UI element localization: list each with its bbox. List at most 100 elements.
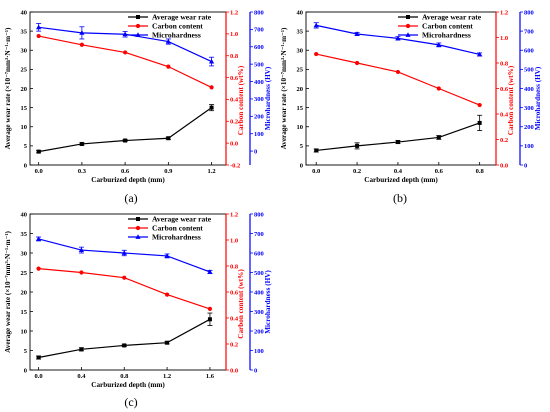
carbon-tick-label: 0.2 (500, 137, 508, 144)
y-tick-label: 10 (21, 124, 28, 131)
chart-panel-a: 0.0 0.3 0.6 0.9 1.2 Carburized depth (mm) 0 5 10… (4, 9, 272, 205)
wear-data-point (122, 343, 127, 348)
y-tick-label: 25 (21, 270, 28, 277)
x-tick-label: 0.4 (394, 168, 403, 175)
carbon-tick-label: 0.0 (230, 367, 238, 374)
chart-panel-c: 0.0 0.4 0.8 1.2 1.6 Carburized depth (mm) 0 5 10… (4, 211, 272, 409)
legend-entry-wear: Average wear rate (422, 13, 482, 22)
y-tick-label: 40 (297, 9, 304, 16)
x-tick-label: 0.4 (77, 373, 86, 380)
y-tick-label: 0 (24, 367, 27, 374)
y-tick-label: 25 (21, 67, 28, 74)
hardness-tick-label: 200 (254, 114, 264, 121)
x-tick-label: 0.6 (121, 168, 130, 175)
x-tick-label: 0.6 (435, 168, 444, 175)
legend-marker-wear (136, 15, 140, 19)
carbon-tick-label: 0.8 (230, 53, 239, 60)
x-tick-label: 0.8 (476, 168, 485, 175)
hardness-tick-label: 600 (254, 44, 264, 51)
legend-marker-wear (406, 15, 410, 19)
hardness-data-point (313, 22, 319, 28)
carbon-data-point (314, 51, 319, 57)
carbon-tick-label: 0.6 (230, 75, 239, 82)
hardness-axis-label: Microhardness (HV) (264, 66, 272, 130)
x-axis-label: Carburized depth (mm) (91, 176, 165, 184)
hardness-tick-label: 500 (254, 270, 264, 277)
carbon-data-point (79, 42, 84, 47)
hardness-tick-label: 400 (254, 79, 264, 86)
wear-data-point (209, 105, 214, 110)
x-axis-label: Carburized depth (mm) (364, 176, 438, 184)
carbon-series-line (38, 35, 212, 88)
carbon-data-point (207, 306, 213, 311)
y-tick-label: 40 (21, 9, 28, 16)
y-tick-label: 5 (24, 348, 28, 355)
y-tick-label: 0 (24, 162, 27, 169)
wear-data-point (395, 140, 400, 145)
wear-data-point (314, 148, 319, 153)
hardness-tick-label: 100 (524, 143, 534, 150)
hardness-tick-label: 0 (524, 162, 527, 169)
wear-data-point (436, 135, 441, 140)
wear-series-line (38, 107, 212, 153)
legend-marker-hardness (405, 32, 411, 37)
y-tick-label: 40 (21, 211, 28, 218)
carbon-tick-label: 0.0 (230, 140, 238, 147)
y-tick-label: 15 (297, 105, 304, 112)
hardness-tick-label: 600 (524, 48, 534, 55)
x-tick-label: 1.2 (208, 168, 216, 175)
carbon-tick-label: 1.0 (230, 237, 238, 244)
carbon-data-point (36, 266, 41, 271)
wear-data-point (123, 138, 128, 143)
hardness-tick-label: 700 (254, 27, 264, 34)
legend-marker-hardness (135, 234, 141, 239)
wear-data-point (79, 141, 84, 146)
legend-entry-wear: Average wear rate (152, 215, 212, 224)
carbon-series-line (316, 53, 480, 106)
hardness-tick-label: 100 (254, 131, 264, 138)
carbon-tick-label: 0.0 (500, 162, 508, 169)
y-tick-label: 35 (297, 28, 304, 35)
wear-series-line (38, 318, 211, 359)
legend-marker-carbon (135, 225, 141, 231)
carbon-data-point (166, 64, 171, 69)
wear-data-point (477, 120, 482, 125)
legend-entry-carbon: Carbon content (152, 22, 203, 31)
carbon-tick-label: 0.8 (500, 60, 509, 67)
carbon-data-point (436, 86, 441, 91)
hardness-tick-label: 700 (524, 28, 534, 35)
hardness-tick-label: 400 (254, 289, 264, 296)
legend-marker-hardness (135, 32, 141, 37)
carbon-data-point (477, 102, 482, 108)
carbon-tick-label: 0.6 (500, 86, 509, 93)
carbon-data-point (123, 50, 128, 55)
carbon-data-point (164, 292, 170, 297)
wear-data-point (166, 136, 171, 141)
x-tick-label: 0.0 (35, 168, 43, 175)
hardness-data-point (121, 250, 127, 255)
carbon-tick-label: 1.2 (230, 211, 238, 218)
hardness-data-point (477, 51, 483, 57)
wear-series-line (316, 122, 480, 152)
legend-entry-carbon: Carbon content (152, 224, 203, 233)
carbon-axis-label: Carbon content (wt%) (237, 65, 245, 135)
y-tick-label: 10 (297, 124, 304, 131)
carbon-tick-label: 0.8 (230, 263, 239, 270)
hardness-tick-label: 800 (254, 211, 264, 218)
legend-entry-hardness: Microhardness (152, 233, 201, 242)
wear-data-point (355, 143, 360, 148)
wear-data-point (79, 347, 84, 352)
carbon-tick-label: 1.0 (230, 31, 238, 38)
carbon-data-point (122, 275, 127, 280)
hardness-data-point (436, 42, 442, 47)
y-tick-label: 20 (297, 86, 304, 93)
y-tick-label: 30 (297, 48, 304, 55)
carbon-data-point (36, 33, 41, 39)
x-tick-label: 0.8 (120, 373, 129, 380)
legend-marker-carbon (135, 23, 141, 29)
carbon-tick-label: 0.4 (230, 315, 239, 322)
hardness-tick-label: 500 (524, 67, 534, 74)
y-tick-label: 20 (21, 86, 28, 93)
y-tick-label: 5 (300, 143, 304, 150)
